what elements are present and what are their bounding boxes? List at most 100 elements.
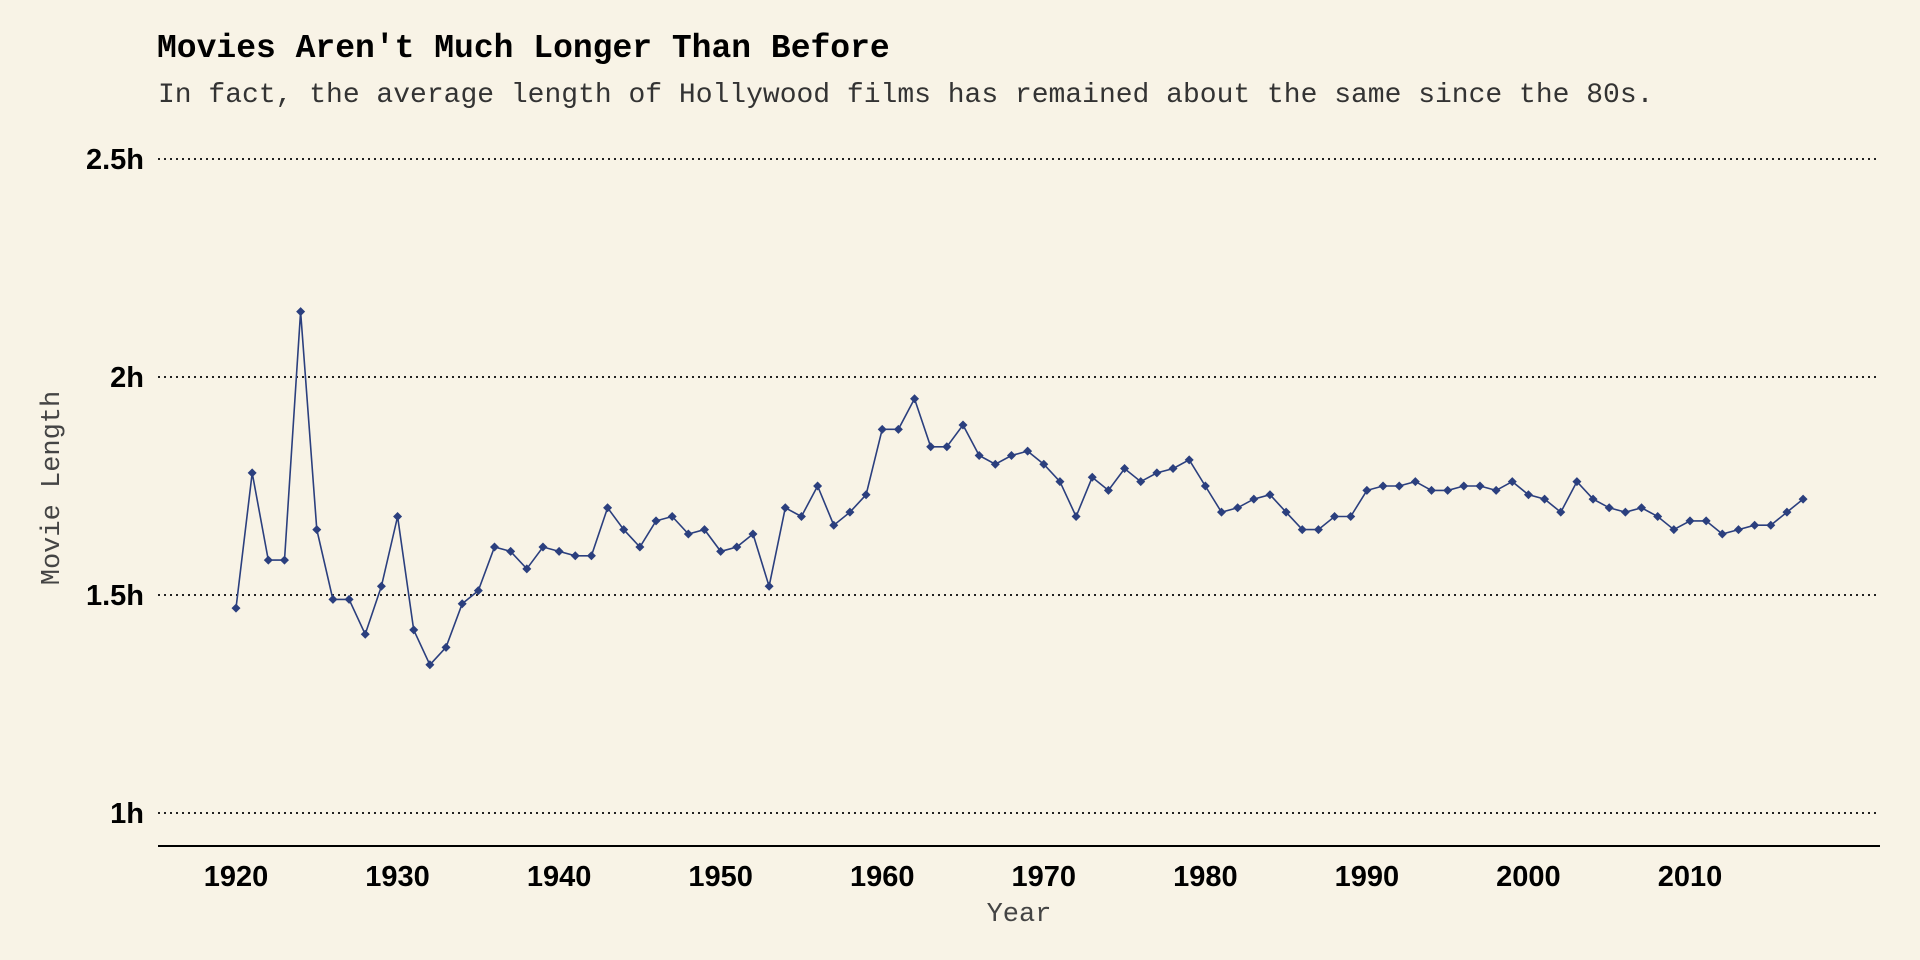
data-point: [1491, 485, 1501, 495]
data-point: [1443, 485, 1453, 495]
data-point: [1733, 525, 1743, 535]
data-point: [1378, 481, 1388, 491]
x-tick-label: 1970: [1012, 861, 1077, 893]
data-point: [829, 520, 839, 530]
data-point: [376, 581, 386, 591]
grid-lines: [158, 158, 1880, 814]
data-point: [732, 542, 742, 552]
data-point: [425, 660, 435, 670]
data-point: [344, 594, 354, 604]
data-point: [861, 490, 871, 500]
data-point: [926, 442, 936, 452]
data-point: [1523, 490, 1533, 500]
data-point: [942, 442, 952, 452]
data-point: [312, 525, 322, 535]
data-point: [990, 459, 1000, 469]
data-point: [1685, 516, 1695, 526]
data-point: [441, 642, 451, 652]
x-tick-label: 2000: [1496, 861, 1561, 893]
data-point: [1427, 485, 1437, 495]
data-point: [667, 512, 677, 522]
data-point: [716, 546, 726, 556]
data-point: [1556, 507, 1566, 517]
data-point: [538, 542, 548, 552]
data-point: [1087, 472, 1097, 482]
x-tick-labels: 1920 1930 1940 1950 1960 1970 1980 1990 2000 2010: [204, 861, 1723, 893]
data-point: [1184, 455, 1194, 465]
data-point: [1507, 477, 1517, 487]
data-point: [231, 603, 241, 613]
data-point: [603, 503, 613, 513]
data-point: [328, 594, 338, 604]
x-tick-label: 1980: [1173, 861, 1238, 893]
data-point: [1023, 446, 1033, 456]
data-point: [1572, 477, 1582, 487]
data-point: [1588, 494, 1598, 504]
data-point: [247, 468, 257, 478]
chart-title: Movies Aren't Much Longer Than Before: [157, 30, 890, 67]
series-line: [235, 311, 1804, 667]
x-tick-label: 1930: [365, 861, 430, 893]
data-point: [473, 586, 483, 596]
x-tick-label: 2010: [1658, 861, 1723, 893]
data-point: [1475, 481, 1485, 491]
data-point: [635, 542, 645, 552]
data-point: [1216, 507, 1226, 517]
data-point: [1346, 512, 1356, 522]
data-point: [1055, 477, 1065, 487]
data-point: [1766, 520, 1776, 530]
x-tick-label: 1920: [204, 861, 269, 893]
y-tick-label: 1h: [110, 798, 144, 830]
data-point: [554, 546, 564, 556]
data-point: [393, 512, 403, 522]
data-point: [296, 307, 306, 317]
data-point: [1120, 464, 1130, 474]
data-point: [1281, 507, 1291, 517]
x-axis-title: Year: [987, 900, 1052, 930]
data-point: [1410, 477, 1420, 487]
data-point: [1540, 494, 1550, 504]
data-point: [748, 529, 758, 539]
data-point: [1362, 485, 1372, 495]
data-point: [1006, 450, 1016, 460]
data-point: [1782, 507, 1792, 517]
data-point: [1637, 503, 1647, 513]
data-point: [1249, 494, 1259, 504]
x-tick-label: 1940: [527, 861, 592, 893]
data-point: [1717, 529, 1727, 539]
data-point: [1071, 512, 1081, 522]
series-points: [231, 307, 1808, 670]
y-tick-label: 1.5h: [86, 580, 144, 612]
data-point: [1620, 507, 1630, 517]
data-point: [489, 542, 499, 552]
data-point: [974, 450, 984, 460]
data-point: [683, 529, 693, 539]
data-point: [764, 581, 774, 591]
data-point: [1297, 525, 1307, 535]
data-point: [796, 512, 806, 522]
data-point: [910, 394, 920, 404]
x-tick-label: 1950: [688, 861, 753, 893]
data-point: [700, 525, 710, 535]
y-tick-label: 2.5h: [86, 144, 144, 176]
data-point: [1750, 520, 1760, 530]
chart-subtitle: In fact, the average length of Hollywood…: [158, 80, 1654, 111]
data-point: [877, 424, 887, 434]
data-point: [958, 420, 968, 430]
data-point: [845, 507, 855, 517]
data-point: [1669, 525, 1679, 535]
y-tick-label: 2h: [110, 362, 144, 394]
data-point: [1701, 516, 1711, 526]
data-point: [1103, 485, 1113, 495]
data-point: [1653, 512, 1663, 522]
data-point: [1152, 468, 1162, 478]
data-point: [457, 599, 467, 609]
data-point: [522, 564, 532, 574]
data-point: [1233, 503, 1243, 513]
data-point: [1136, 477, 1146, 487]
x-tick-label: 1960: [850, 861, 915, 893]
data-point: [651, 516, 661, 526]
data-point: [506, 546, 516, 556]
data-point: [619, 525, 629, 535]
y-axis-title: Movie Length: [38, 391, 68, 585]
